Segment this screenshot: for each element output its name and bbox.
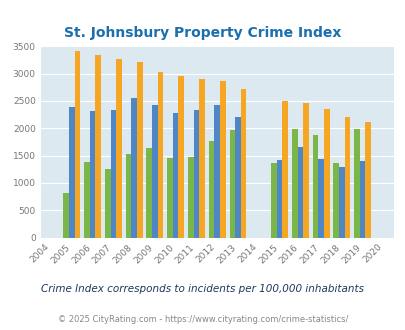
Bar bbox=[281, 101, 287, 238]
Bar bbox=[131, 98, 136, 238]
Bar bbox=[229, 130, 234, 238]
Bar bbox=[359, 161, 364, 238]
Bar bbox=[136, 62, 142, 238]
Bar bbox=[318, 159, 323, 238]
Bar bbox=[104, 169, 110, 238]
Bar bbox=[220, 81, 225, 238]
Bar bbox=[193, 110, 199, 238]
Bar bbox=[271, 163, 276, 238]
Bar bbox=[69, 108, 75, 238]
Bar bbox=[199, 79, 205, 238]
Bar bbox=[240, 89, 246, 238]
Bar bbox=[333, 163, 338, 238]
Bar bbox=[214, 105, 220, 238]
Bar bbox=[110, 110, 116, 238]
Bar bbox=[291, 129, 297, 238]
Bar bbox=[208, 141, 214, 238]
Bar bbox=[126, 154, 131, 238]
Bar bbox=[116, 59, 121, 238]
Bar bbox=[297, 147, 303, 238]
Bar bbox=[364, 122, 370, 238]
Bar bbox=[95, 55, 101, 238]
Bar bbox=[152, 105, 157, 238]
Text: © 2025 CityRating.com - https://www.cityrating.com/crime-statistics/: © 2025 CityRating.com - https://www.city… bbox=[58, 315, 347, 324]
Bar bbox=[178, 76, 183, 238]
Bar bbox=[75, 50, 80, 238]
Bar bbox=[63, 193, 69, 238]
Bar bbox=[354, 129, 359, 238]
Text: St. Johnsbury Property Crime Index: St. Johnsbury Property Crime Index bbox=[64, 26, 341, 40]
Bar bbox=[312, 135, 318, 238]
Bar bbox=[84, 162, 90, 238]
Bar bbox=[276, 160, 281, 238]
Bar bbox=[303, 103, 308, 238]
Bar bbox=[167, 158, 173, 238]
Text: Crime Index corresponds to incidents per 100,000 inhabitants: Crime Index corresponds to incidents per… bbox=[41, 284, 364, 294]
Bar bbox=[146, 148, 152, 238]
Bar bbox=[234, 117, 240, 238]
Bar bbox=[90, 111, 95, 238]
Bar bbox=[344, 117, 350, 238]
Bar bbox=[338, 167, 344, 238]
Bar bbox=[173, 113, 178, 238]
Bar bbox=[157, 72, 163, 238]
Bar bbox=[188, 157, 193, 238]
Bar bbox=[323, 109, 329, 238]
